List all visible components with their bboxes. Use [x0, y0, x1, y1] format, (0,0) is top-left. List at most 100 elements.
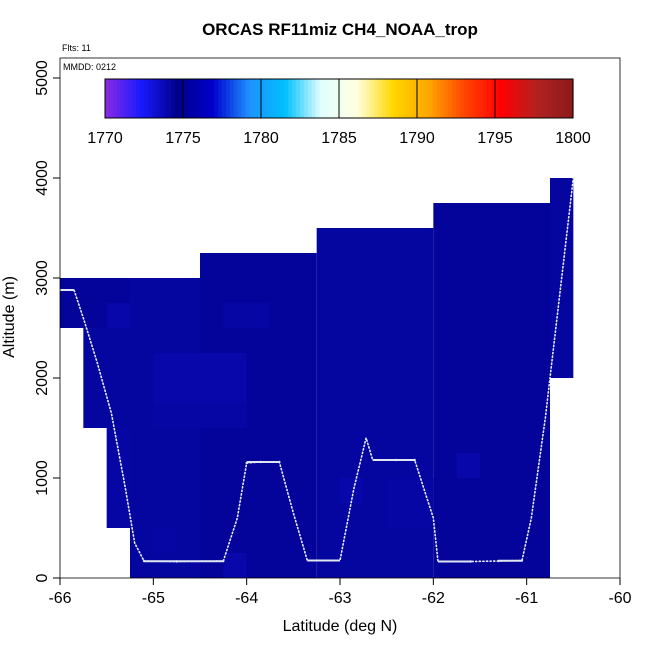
- colorbar-swatch: [471, 79, 477, 118]
- colorbar-swatch: [288, 79, 293, 118]
- colorbar-swatch: [378, 79, 383, 118]
- colorbar-swatch: [557, 79, 562, 118]
- colorbar-swatch: [495, 79, 500, 118]
- heatmap-cell-6: [433, 203, 550, 578]
- colorbar-swatch: [452, 79, 457, 118]
- colorbar-swatch: [292, 79, 297, 118]
- colorbar-swatch: [249, 79, 254, 118]
- colorbar-swatch: [140, 79, 145, 118]
- colorbar-swatch: [105, 79, 110, 118]
- heatmap-cell-10: [153, 353, 247, 403]
- colorbar-swatch: [413, 79, 418, 118]
- colorbar-swatch: [296, 79, 301, 118]
- heatmap-cell-16: [153, 528, 177, 553]
- colorbar-swatch: [214, 79, 219, 118]
- colorbar-swatch: [284, 79, 289, 118]
- colorbar-swatch: [222, 79, 227, 118]
- colorbar-tick-label: 1800: [555, 130, 591, 147]
- y-tick-label: 0: [34, 573, 51, 582]
- flights-label: Flts: 11: [62, 43, 91, 53]
- colorbar-swatch: [354, 79, 360, 118]
- colorbar-swatch: [155, 79, 161, 118]
- colorbar-swatch: [483, 79, 488, 118]
- colorbar-swatch: [381, 79, 387, 118]
- colorbar-swatch: [300, 79, 305, 118]
- colorbar-swatch: [144, 79, 149, 118]
- colorbar-swatch: [233, 79, 239, 118]
- colorbar-swatch: [346, 79, 352, 118]
- colorbar-swatch: [202, 79, 207, 118]
- colorbar-tick-label: 1790: [399, 130, 435, 147]
- colorbar-swatch: [374, 79, 379, 118]
- colorbar-swatch: [569, 79, 574, 118]
- heatmap-cell-11: [153, 403, 247, 428]
- colorbar-swatch: [241, 79, 246, 118]
- colorbar-swatch: [206, 79, 211, 118]
- heatmap-cell-9: [223, 303, 270, 328]
- colorbar-swatch: [171, 79, 176, 118]
- colorbar-swatch: [366, 79, 371, 118]
- colorbar-swatch: [151, 79, 157, 118]
- colorbar-swatch: [537, 79, 543, 118]
- colorbar-swatch: [405, 79, 410, 118]
- colorbar-swatch: [541, 79, 547, 118]
- colorbar-swatch: [522, 79, 527, 118]
- date-label: MMDD: 0212: [63, 62, 116, 72]
- colorbar-tick-label: 1775: [165, 130, 201, 147]
- colorbar-swatch: [553, 79, 558, 118]
- colorbar-swatch: [491, 79, 496, 118]
- colorbar-swatch: [339, 79, 344, 118]
- colorbar: 1770 1775 1780 1785 1790 1795 1800: [87, 78, 591, 147]
- colorbar-swatch: [315, 79, 321, 118]
- colorbar-swatch: [545, 79, 551, 118]
- x-tick-label: -63: [328, 590, 351, 607]
- colorbar-swatch: [417, 79, 422, 118]
- colorbar-swatch: [358, 79, 363, 118]
- colorbar-swatch: [186, 79, 192, 118]
- x-axis-label: Latitude (deg N): [283, 618, 398, 635]
- colorbar-swatch: [467, 79, 473, 118]
- colorbar-swatch: [498, 79, 504, 118]
- colorbar-swatch: [268, 79, 274, 118]
- x-tick-label: -65: [142, 590, 165, 607]
- heatmap-cell-14: [456, 453, 480, 478]
- colorbar-swatch: [342, 79, 348, 118]
- colorbar-swatch: [335, 79, 340, 118]
- colorbar-tick-label: 1785: [321, 130, 357, 147]
- colorbar-swatch: [147, 79, 153, 118]
- colorbar-swatch: [444, 79, 449, 118]
- colorbar-swatch: [424, 79, 430, 118]
- colorbar-swatch: [225, 79, 231, 118]
- colorbar-swatch: [307, 79, 313, 118]
- colorbar-swatch: [303, 79, 309, 118]
- colorbar-swatch: [506, 79, 512, 118]
- colorbar-swatch: [264, 79, 270, 118]
- colorbar-swatch: [108, 79, 114, 118]
- colorbar-swatch: [245, 79, 250, 118]
- colorbar-swatch: [420, 79, 426, 118]
- colorbar-swatch: [124, 79, 129, 118]
- colorbar-swatch: [257, 79, 262, 118]
- colorbar-swatch: [409, 79, 414, 118]
- colorbar-swatch: [479, 79, 484, 118]
- x-tick-label: -66: [48, 590, 71, 607]
- chart-title: ORCAS RF11miz CH4_NOAA_trop: [202, 20, 478, 39]
- colorbar-swatch: [370, 79, 375, 118]
- colorbar-swatch: [456, 79, 461, 118]
- colorbar-swatch: [397, 79, 402, 118]
- colorbar-swatch: [350, 79, 356, 118]
- colorbar-swatch: [179, 79, 184, 118]
- colorbar-swatch: [436, 79, 441, 118]
- colorbar-swatch: [198, 79, 204, 118]
- colorbar-swatch: [389, 79, 395, 118]
- colorbar-swatch: [514, 79, 519, 118]
- x-tick-label: -61: [515, 590, 538, 607]
- colorbar-swatch: [272, 79, 278, 118]
- colorbar-swatch: [327, 79, 332, 118]
- colorbar-swatch: [218, 79, 223, 118]
- colorbar-swatch: [276, 79, 282, 118]
- colorbar-swatch: [229, 79, 235, 118]
- colorbar-swatch: [518, 79, 523, 118]
- plot-area: [60, 177, 575, 578]
- colorbar-swatch: [128, 79, 133, 118]
